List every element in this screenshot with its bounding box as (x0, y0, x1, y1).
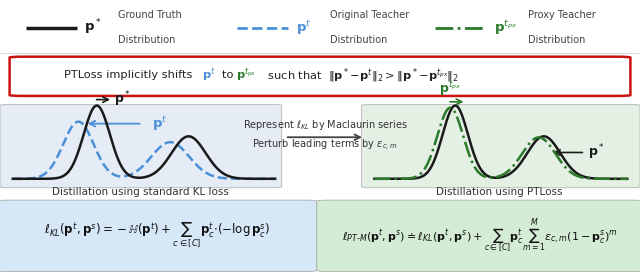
Text: Proxy Teacher: Proxy Teacher (528, 10, 596, 20)
Text: $\mathbf{p}^*$: $\mathbf{p}^*$ (114, 90, 131, 109)
Text: $\ell_{KL}(\mathbf{p}^t,\mathbf{p}^s) = -\mathbb{H}(\mathbf{p}^t) + \sum_{c\in[C: $\ell_{KL}(\mathbf{p}^t,\mathbf{p}^s) = … (44, 221, 270, 251)
Text: $\mathbf{p}^t$: $\mathbf{p}^t$ (202, 67, 215, 84)
FancyBboxPatch shape (0, 200, 317, 271)
Text: $\mathbf{p}^{t_{px}}$: $\mathbf{p}^{t_{px}}$ (236, 67, 256, 84)
Text: Represent $\ell_{KL}$ by Maclaurin series: Represent $\ell_{KL}$ by Maclaurin serie… (243, 118, 408, 132)
Text: Distillation using standard KL loss: Distillation using standard KL loss (52, 187, 229, 197)
FancyBboxPatch shape (317, 200, 640, 271)
Text: PTLoss implicitly shifts: PTLoss implicitly shifts (64, 70, 196, 81)
Text: $\ell_{PT\text{-}M}(\mathbf{p}^t,\mathbf{p}^s) \doteq \ell_{KL}(\mathbf{p}^t,\ma: $\ell_{PT\text{-}M}(\mathbf{p}^t,\mathbf… (342, 217, 618, 255)
Text: Distillation using PTLoss: Distillation using PTLoss (436, 187, 563, 197)
Text: $\mathbf{p}^*$: $\mathbf{p}^*$ (84, 18, 102, 37)
Text: Distribution: Distribution (118, 35, 176, 45)
Text: Distribution: Distribution (330, 35, 387, 45)
FancyBboxPatch shape (10, 57, 630, 96)
Text: such that  $\|\mathbf{p}^*\!-\!\mathbf{p}^t\|_2 > \|\mathbf{p}^*\!-\!\mathbf{p}^: such that $\|\mathbf{p}^*\!-\!\mathbf{p}… (264, 66, 459, 85)
FancyBboxPatch shape (362, 104, 640, 188)
Text: Perturb leading terms by $\epsilon_{c,m}$: Perturb leading terms by $\epsilon_{c,m}… (252, 138, 398, 153)
Text: Original Teacher: Original Teacher (330, 10, 409, 20)
FancyBboxPatch shape (0, 104, 282, 188)
Text: Distribution: Distribution (528, 35, 586, 45)
Text: $\mathbf{p}^{t_{px}}$: $\mathbf{p}^{t_{px}}$ (494, 18, 517, 37)
Text: $\mathbf{p}^t$: $\mathbf{p}^t$ (296, 18, 311, 37)
Text: $\mathbf{p}^{t_{px}}$: $\mathbf{p}^{t_{px}}$ (440, 79, 461, 98)
Text: $\mathbf{p}^*$: $\mathbf{p}^*$ (588, 143, 605, 162)
Text: Ground Truth: Ground Truth (118, 10, 182, 20)
Text: to: to (222, 70, 237, 81)
Text: $\mathbf{p}^t$: $\mathbf{p}^t$ (152, 114, 168, 133)
